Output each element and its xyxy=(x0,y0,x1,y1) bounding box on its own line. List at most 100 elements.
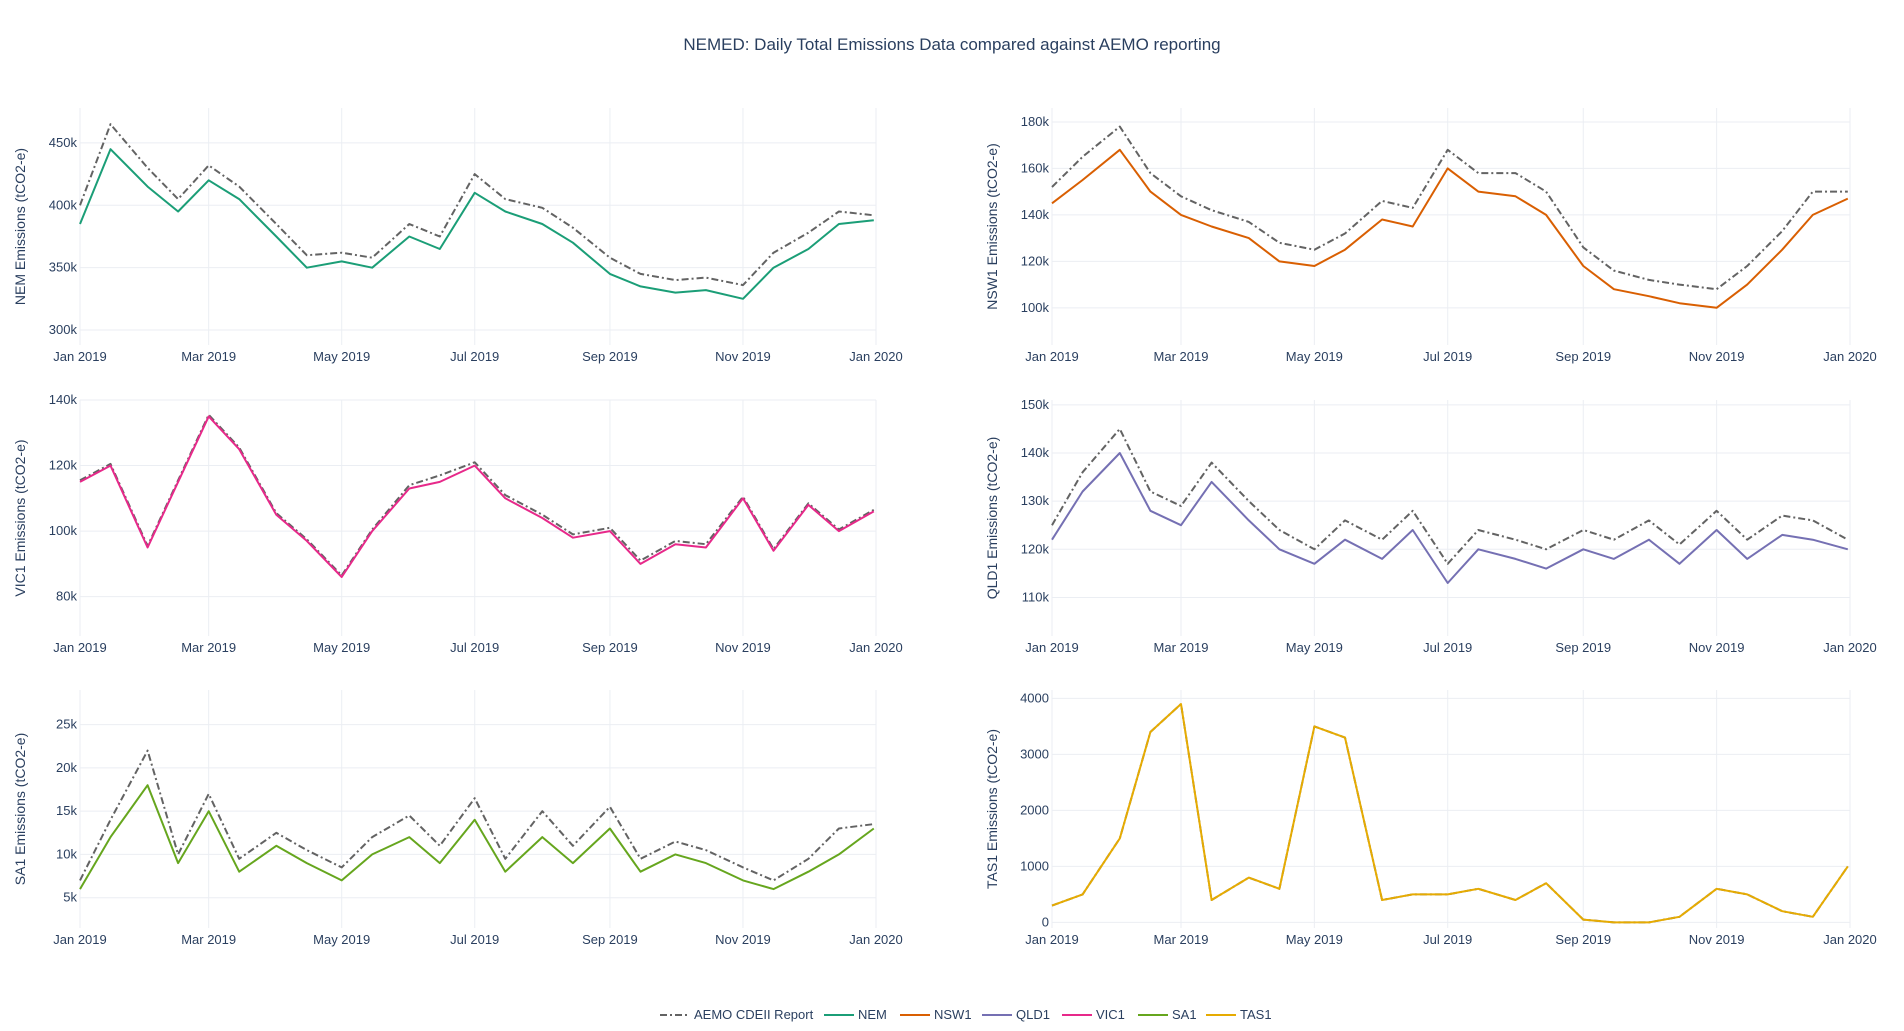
x-tick-label: Mar 2019 xyxy=(1154,640,1209,655)
x-tick-label: Sep 2019 xyxy=(582,932,638,947)
x-tick-label: Nov 2019 xyxy=(715,932,771,947)
legend-label: NEM xyxy=(858,1007,887,1022)
series-line-tas1 xyxy=(1051,703,1849,924)
series-line-sa1 xyxy=(79,784,875,891)
x-tick-label: Jul 2019 xyxy=(450,640,499,655)
x-tick-label: Sep 2019 xyxy=(1555,640,1611,655)
legend-label: AEMO CDEII Report xyxy=(694,1007,814,1022)
legend-item: NSW1 xyxy=(900,1007,972,1022)
series-line-nsw1 xyxy=(1051,148,1849,309)
x-tick-label: Jan 2019 xyxy=(1025,932,1079,947)
y-tick-label: 110k xyxy=(1022,589,1050,604)
x-tick-label: Jan 2019 xyxy=(53,932,107,947)
x-tick-label: Jan 2019 xyxy=(1025,640,1079,655)
chart-title: NEMED: Daily Total Emissions Data compar… xyxy=(683,35,1220,54)
x-tick-label: Sep 2019 xyxy=(1555,932,1611,947)
x-tick-label: Sep 2019 xyxy=(582,640,638,655)
y-tick-label: 120k xyxy=(1021,541,1050,556)
y-tick-label: 140k xyxy=(49,392,78,407)
series-line-aemo-cdeii-report xyxy=(79,749,874,882)
y-tick-label: 0 xyxy=(1042,914,1049,929)
x-tick-label: May 2019 xyxy=(313,349,370,364)
x-tick-label: Jan 2020 xyxy=(1823,640,1877,655)
y-tick-label: 15k xyxy=(56,803,77,818)
y-axis-label: VIC1 Emissions (tCO2-e) xyxy=(12,439,28,596)
x-tick-label: Nov 2019 xyxy=(715,640,771,655)
legend-label: TAS1 xyxy=(1240,1007,1272,1022)
x-tick-label: Jan 2020 xyxy=(849,349,903,364)
x-tick-label: Nov 2019 xyxy=(715,349,771,364)
x-tick-label: Nov 2019 xyxy=(1689,640,1745,655)
x-tick-label: Nov 2019 xyxy=(1689,349,1745,364)
y-tick-label: 160k xyxy=(1021,160,1050,175)
series-line-aemo-cdeii-report xyxy=(1051,427,1849,565)
x-tick-label: Jan 2019 xyxy=(53,349,107,364)
series-line-aemo-cdeii-report xyxy=(1051,703,1849,924)
x-tick-label: Mar 2019 xyxy=(181,349,236,364)
panel-nsw1: Jan 2019 Mar 2019 May 2019 Jul 2019 Sep 2019… xyxy=(984,108,1877,364)
x-tick-label: Jan 2019 xyxy=(1025,349,1079,364)
x-tick-label: Jan 2020 xyxy=(849,640,903,655)
y-tick-label: 130k xyxy=(1021,493,1050,508)
y-tick-label: 5k xyxy=(63,890,77,905)
legend-label: VIC1 xyxy=(1096,1007,1125,1022)
x-tick-label: Jul 2019 xyxy=(1423,932,1472,947)
series-line-aemo-cdeii-report xyxy=(79,413,875,577)
y-tick-label: 20k xyxy=(56,760,77,775)
x-tick-label: Jan 2020 xyxy=(1823,349,1877,364)
legend-item: VIC1 xyxy=(1062,1007,1125,1022)
series-line-vic1 xyxy=(79,415,875,578)
y-tick-label: 400k xyxy=(49,197,78,212)
panel-tas1: Jan 2019 Mar 2019 May 2019 Jul 2019 Sep 2019… xyxy=(984,690,1877,947)
y-tick-label: 150k xyxy=(1021,397,1050,412)
y-tick-label: 3000 xyxy=(1020,746,1049,761)
y-tick-label: 120k xyxy=(1021,253,1050,268)
series-line-qld1 xyxy=(1051,452,1849,584)
y-axis-label: NEM Emissions (tCO2-e) xyxy=(12,148,28,305)
y-tick-label: 180k xyxy=(1021,114,1050,129)
y-tick-label: 300k xyxy=(49,322,78,337)
x-tick-label: May 2019 xyxy=(313,932,370,947)
x-tick-label: Mar 2019 xyxy=(1154,932,1209,947)
x-tick-label: Nov 2019 xyxy=(1689,932,1745,947)
x-tick-label: May 2019 xyxy=(313,640,370,655)
y-axis-label: QLD1 Emissions (tCO2-e) xyxy=(984,437,1000,600)
y-axis-label: SA1 Emissions (tCO2-e) xyxy=(12,733,28,885)
chart-legend: AEMO CDEII Report NEM NSW1 QLD1 VIC1 SA1 TAS1 xyxy=(660,1007,1272,1022)
legend-item: NEM xyxy=(824,1007,887,1022)
legend-label: QLD1 xyxy=(1016,1007,1050,1022)
panel-nem: Jan 2019 Mar 2019 May 2019 Jul 2019 Sep 2019… xyxy=(12,108,903,364)
x-tick-label: May 2019 xyxy=(1286,349,1343,364)
y-tick-label: 10k xyxy=(56,846,77,861)
panel-sa1: Jan 2019 Mar 2019 May 2019 Jul 2019 Sep 2019… xyxy=(12,690,903,947)
legend-item: QLD1 xyxy=(982,1007,1050,1022)
y-tick-label: 4000 xyxy=(1020,690,1049,705)
x-tick-label: Jan 2019 xyxy=(53,640,107,655)
panel-qld1: Jan 2019 Mar 2019 May 2019 Jul 2019 Sep 2019… xyxy=(984,397,1877,655)
panel-vic1: Jan 2019 Mar 2019 May 2019 Jul 2019 Sep 2019… xyxy=(12,392,903,655)
x-tick-label: Jan 2020 xyxy=(1823,932,1877,947)
y-tick-label: 350k xyxy=(49,260,78,275)
y-axis-label: NSW1 Emissions (tCO2-e) xyxy=(984,143,1000,309)
y-axis-label: TAS1 Emissions (tCO2-e) xyxy=(984,729,1000,889)
y-tick-label: 1000 xyxy=(1020,858,1049,873)
y-tick-label: 100k xyxy=(49,523,78,538)
legend-label: NSW1 xyxy=(934,1007,972,1022)
x-tick-label: May 2019 xyxy=(1286,932,1343,947)
x-tick-label: Mar 2019 xyxy=(1154,349,1209,364)
y-tick-label: 140k xyxy=(1021,207,1050,222)
legend-item: SA1 xyxy=(1138,1007,1197,1022)
y-tick-label: 120k xyxy=(49,458,78,473)
x-tick-label: Sep 2019 xyxy=(1555,349,1611,364)
series-line-nem xyxy=(79,148,874,300)
legend-item: AEMO CDEII Report xyxy=(660,1007,814,1022)
series-line-aemo-cdeii-report xyxy=(79,123,874,287)
y-tick-label: 25k xyxy=(56,717,77,732)
x-tick-label: Jul 2019 xyxy=(450,349,499,364)
x-tick-label: Jul 2019 xyxy=(450,932,499,947)
x-tick-label: May 2019 xyxy=(1286,640,1343,655)
y-tick-label: 450k xyxy=(49,135,78,150)
y-tick-label: 140k xyxy=(1021,445,1050,460)
x-tick-label: Sep 2019 xyxy=(582,349,638,364)
